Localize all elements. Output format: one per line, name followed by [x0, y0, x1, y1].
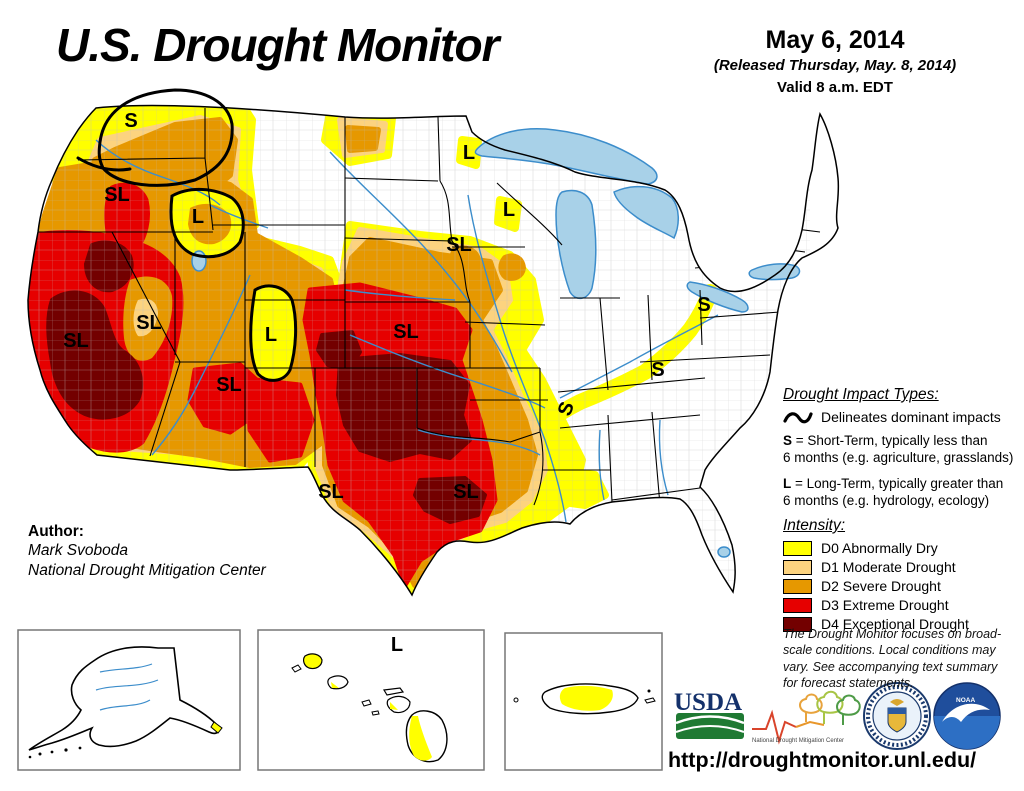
impact-label-sl: SL — [136, 312, 162, 334]
valid-time: Valid 8 a.m. EDT — [777, 79, 893, 96]
impact-label-sl: SL — [63, 330, 89, 352]
inset-puerto-rico — [504, 632, 663, 771]
map-date: May 6, 2014 — [765, 26, 905, 54]
intensity-item-d2: D2 Severe Drought — [783, 578, 1021, 594]
impact-label-l: L — [503, 199, 515, 221]
intensity-item-d0: D0 Abnormally Dry — [783, 540, 1021, 556]
short-term-definition: S = Short-Term, typically less than 6 mo… — [783, 433, 1014, 465]
intensity-label-d0: D0 Abnormally Dry — [821, 540, 938, 556]
intensity-label-d2: D2 Severe Drought — [821, 578, 941, 594]
long-term-letter: L — [783, 475, 792, 491]
noaa-wordmark: NOAA — [956, 697, 975, 704]
ndmc-logo: National Drought Mitigation Center — [752, 690, 861, 745]
release-date: (Released Thursday, May. 8, 2014) — [713, 57, 957, 74]
inset-alaska — [17, 629, 241, 771]
impact-label-s: S — [697, 294, 710, 316]
intensity-swatch-d1 — [783, 559, 812, 575]
intensity-swatch-d3 — [783, 597, 812, 613]
great-lakes — [191, 128, 801, 558]
intensity-swatch-d2 — [783, 578, 812, 594]
author-name: Mark Svoboda — [28, 542, 128, 560]
impact-label-l: L — [192, 206, 204, 228]
impact-label-l: L — [391, 634, 403, 656]
long-term-definition: L = Long-Term, typically greater than 6 … — [783, 475, 1004, 508]
impact-label-l: L — [265, 324, 277, 346]
page-title: U.S. Drought Monitor — [56, 19, 499, 71]
state-borders — [30, 108, 821, 506]
date-block: May 6, 2014 (Released Thursday, May. 8, … — [690, 26, 980, 96]
inset-hawaii — [257, 629, 485, 771]
impact-label-sl: SL — [318, 481, 344, 503]
intensity-item-d4: D4 Exceptional Drought — [783, 616, 1021, 632]
commerce-seal — [863, 682, 931, 750]
short-term-letter: S — [783, 433, 793, 448]
intensity-swatch-d0 — [783, 540, 812, 556]
intensity-legend-title: Intensity: — [783, 517, 846, 534]
usda-logo: USDA — [674, 689, 745, 739]
impact-label-sl: SL — [453, 481, 479, 503]
impact-label-sl: SL — [216, 374, 242, 396]
intensity-swatch-d4 — [783, 616, 812, 632]
impact-label-s: S — [124, 110, 137, 132]
intensity-label-d4: D4 Exceptional Drought — [821, 616, 969, 632]
impact-legend-title: Drought Impact Types: — [783, 386, 939, 403]
disclaimer-text: The Drought Monitor focuses on broad-sca… — [783, 627, 1002, 690]
rivers — [95, 139, 719, 523]
author-block: Author: Mark Svoboda National Drought Mi… — [28, 522, 266, 580]
usda-wordmark: USDA — [674, 689, 742, 716]
impact-label-sl: SL — [446, 234, 472, 256]
intensity-item-d1: D1 Moderate Drought — [783, 559, 1021, 575]
impact-label-sl: SL — [104, 184, 130, 206]
impact-legend: Drought Impact Types: Delineates dominan… — [783, 386, 1021, 519]
delineates-text: Delineates dominant impacts — [821, 409, 1001, 425]
intensity-item-d3: D3 Extreme Drought — [783, 597, 1021, 613]
author-org: National Drought Mitigation Center — [28, 561, 266, 579]
noaa-logo: NOAA — [933, 682, 1001, 750]
impact-label-l: L — [463, 142, 475, 164]
author-label: Author: — [28, 523, 84, 540]
intensity-items: D0 Abnormally Dry D1 Moderate Drought D2 S… — [783, 540, 1021, 632]
intensity-label-d3: D3 Extreme Drought — [821, 597, 949, 613]
impact-label-sl: SL — [393, 321, 419, 343]
squiggle-icon — [783, 412, 813, 424]
intensity-label-d1: D1 Moderate Drought — [821, 559, 956, 575]
ndmc-caption: National Drought Mitigation Center — [752, 738, 844, 744]
intensity-legend: Intensity: D0 Abnormally Dry D1 Moderate … — [783, 517, 1021, 635]
drought-monitor-url[interactable]: http://droughtmonitor.unl.edu/ — [668, 748, 977, 772]
impact-label-s: S — [651, 359, 664, 381]
